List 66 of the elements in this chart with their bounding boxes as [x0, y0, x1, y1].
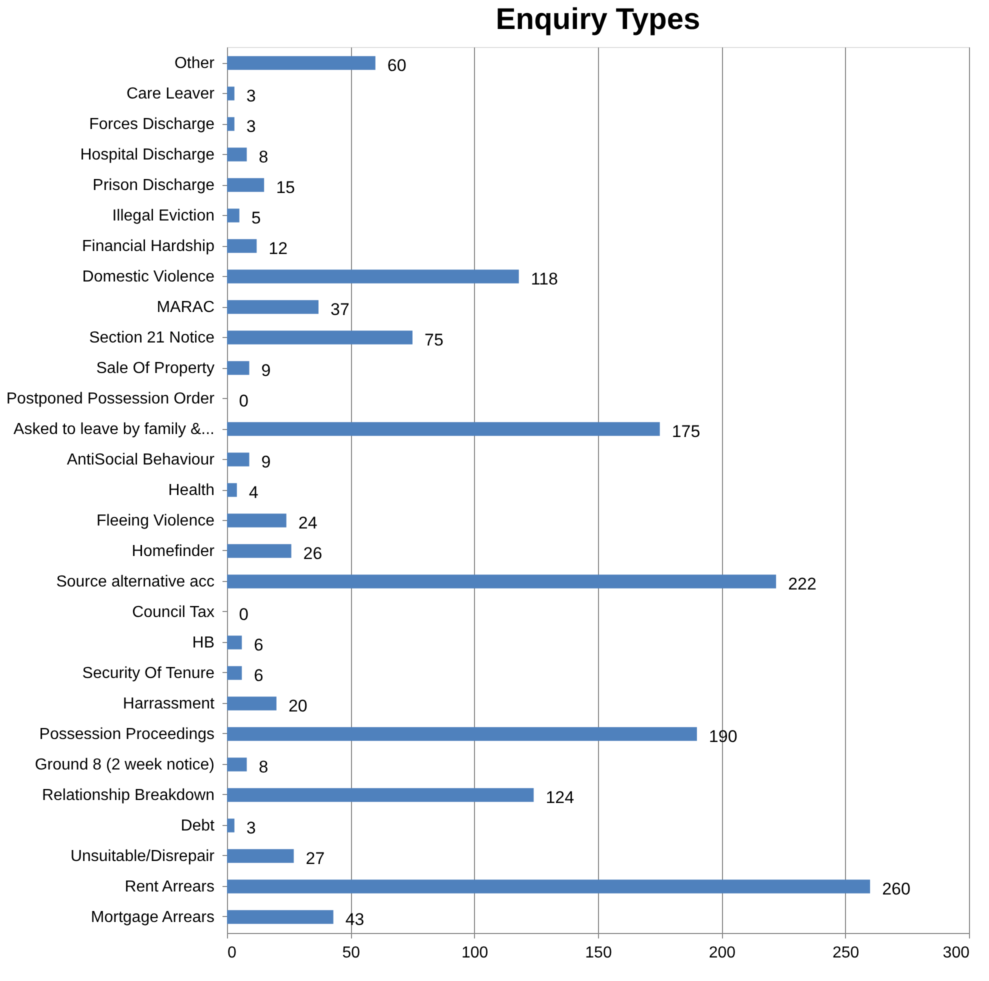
data-label: 175: [672, 422, 700, 441]
data-label: 15: [276, 178, 296, 198]
y-tick-label: Debt: [180, 817, 216, 834]
data-label: 222: [788, 574, 816, 594]
y-tick-label: Unsuitable/Disrepair: [70, 848, 216, 865]
chart-title: Enquiry Types: [496, 3, 700, 36]
data-label: 118: [530, 270, 558, 289]
x-tick-label: 150: [585, 944, 612, 962]
y-tick-label: Harrassment: [122, 695, 216, 712]
y-tick-label: Mortgage Arrears: [90, 908, 214, 926]
x-tick-label: 100: [461, 944, 488, 962]
y-tick-label: Ground 8 (2 week notice): [34, 756, 214, 774]
y-tick-label: MARAC: [156, 299, 214, 316]
y-tick-label: Other: [174, 55, 216, 72]
y-tick-label: Source alternative acc: [56, 573, 214, 590]
data-label: 37: [330, 300, 350, 320]
y-tick-label: Financial Hardship: [82, 238, 215, 256]
data-label: 75: [424, 330, 444, 350]
y-tick-label: Homefinder: [132, 543, 216, 560]
data-label: 0: [239, 604, 248, 624]
x-tick-label: 200: [708, 944, 736, 962]
y-tick-label: Asked to leave by family &...: [14, 421, 214, 438]
data-label: 190: [708, 726, 738, 746]
y-tick-label: Possession Proceedings: [39, 726, 214, 743]
y-tick-label: AntiSocial Behaviour: [66, 452, 216, 468]
data-label: 6: [254, 666, 264, 685]
y-tick-label: Prison Discharge: [92, 177, 215, 194]
y-tick-label: Section 21 Notice: [89, 330, 215, 347]
data-label: 5: [251, 208, 261, 228]
data-label: 24: [298, 514, 318, 532]
data-label: 43: [345, 910, 364, 929]
data-label: 3: [246, 86, 256, 106]
y-tick-label: Illegal Eviction: [112, 208, 214, 225]
data-label: 6: [254, 635, 264, 654]
y-tick-label: Fleeing Violence: [96, 512, 215, 530]
data-label: 60: [387, 56, 406, 76]
x-tick-label: 250: [832, 944, 860, 962]
data-label: 4: [248, 483, 258, 502]
data-label: 27: [306, 848, 325, 868]
data-label: 3: [246, 818, 256, 838]
data-label: 9: [261, 452, 271, 472]
y-tick-label: Forces Discharge: [89, 116, 215, 134]
data-label: 8: [258, 757, 268, 776]
x-tick-label: 50: [342, 944, 360, 962]
data-label: 26: [303, 544, 322, 563]
y-tick-label: Sale Of Property: [96, 360, 214, 378]
y-tick-label: Relationship Breakdown: [42, 786, 214, 804]
y-tick-label: Care Leaver: [126, 86, 216, 103]
data-label: 124: [546, 788, 574, 807]
data-label: 3: [246, 117, 256, 136]
y-tick-label: Rent Arrears: [124, 878, 214, 896]
y-tick-label: Domestic Violence: [82, 268, 215, 286]
x-tick-label: 300: [942, 944, 970, 962]
data-label: 8: [258, 148, 268, 167]
data-label: 20: [288, 696, 308, 716]
y-tick-label: Health: [168, 482, 214, 499]
y-tick-label: Council Tax: [132, 604, 214, 621]
y-tick-label: Security Of Tenure: [82, 664, 215, 682]
data-label: 12: [268, 239, 288, 258]
data-label: 260: [882, 879, 910, 898]
y-tick-label: Postponed Possession Order: [6, 390, 216, 408]
x-tick-label: 0: [228, 944, 236, 962]
y-tick-label: HB: [192, 634, 214, 652]
data-label: 9: [261, 361, 271, 380]
data-label: 0: [239, 392, 248, 411]
y-tick-label: Hospital Discharge: [80, 146, 215, 164]
